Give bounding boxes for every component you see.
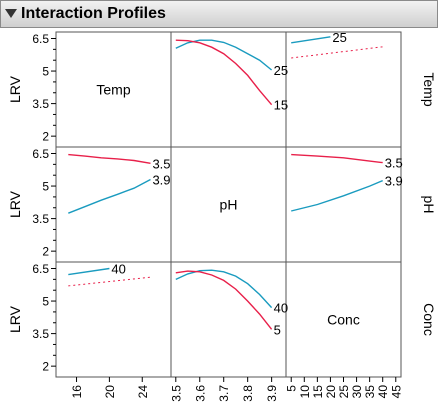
y-tick-label: 3.5	[32, 212, 49, 226]
row-factor-label: Temp	[421, 72, 437, 106]
x-tick-label: 24	[136, 385, 150, 399]
row-factor-label: Conc	[421, 303, 437, 336]
series-line	[68, 276, 151, 287]
series-line	[68, 153, 151, 164]
panel-frame	[55, 261, 172, 378]
x-tick-label: 25	[337, 385, 351, 399]
x-tick-label: 40	[376, 385, 390, 399]
y-axis-label: LRV	[7, 75, 23, 103]
x-tick-label: 10	[298, 385, 312, 399]
series-label: 3.9	[385, 174, 403, 189]
series-label: 3.5	[152, 156, 170, 171]
x-tick-label: 45	[389, 385, 403, 399]
x-tick-label: 16	[70, 385, 84, 399]
y-tick-label: 5	[42, 180, 49, 194]
series-line	[291, 179, 383, 212]
x-tick-label: 3.9	[265, 385, 279, 402]
x-tick-label: 15	[311, 385, 325, 399]
panel-frame	[170, 31, 287, 148]
panel-frame	[170, 261, 287, 378]
series-label: 40	[274, 301, 288, 316]
diagonal-factor-label: Conc	[327, 312, 360, 328]
collapse-triangle-icon[interactable]	[5, 9, 17, 18]
panel-frame	[285, 31, 402, 148]
y-tick-label: 3.5	[32, 327, 49, 341]
diagonal-factor-label: Temp	[96, 82, 130, 98]
series-line	[68, 178, 151, 214]
y-axis-label: LRV	[7, 190, 23, 218]
x-tick-label: 3.6	[193, 385, 207, 402]
series-line	[175, 39, 273, 71]
row-factor-label: pH	[421, 196, 437, 214]
series-line	[291, 46, 383, 59]
y-tick-label: 2	[42, 360, 49, 374]
series-label: 15	[274, 98, 288, 113]
series-label: 25	[274, 63, 288, 78]
x-tick-label: 5	[285, 385, 299, 392]
series-label: 3.5	[385, 156, 403, 171]
chart-title: Interaction Profiles	[21, 5, 166, 22]
y-tick-label: 6.5	[32, 147, 49, 161]
y-tick-label: 6.5	[32, 262, 49, 276]
x-tick-label: 30	[350, 385, 364, 399]
series-label: 3.9	[152, 173, 170, 188]
diagonal-factor-label: pH	[220, 197, 238, 213]
x-tick-label: 3.7	[217, 385, 231, 402]
series-line	[291, 153, 383, 164]
series-line	[68, 267, 110, 276]
x-tick-label: 20	[103, 385, 117, 399]
series-label: 25	[332, 30, 346, 45]
x-tick-label: 20	[324, 385, 338, 399]
y-tick-label: 6.5	[32, 32, 49, 46]
y-tick-label: 3.5	[32, 97, 49, 111]
y-tick-label: 2	[42, 130, 49, 144]
y-axis-label: LRV	[7, 305, 23, 333]
y-tick-label: 2	[42, 245, 49, 259]
series-line	[175, 270, 273, 330]
series-line	[175, 269, 273, 309]
series-line	[291, 36, 331, 44]
series-label: 5	[274, 322, 281, 337]
x-tick-label: 35	[363, 385, 377, 399]
title-bar[interactable]: Interaction Profiles	[0, 0, 438, 28]
x-tick-label: 3.5	[169, 385, 183, 402]
series-line	[175, 39, 273, 106]
x-tick-label: 3.8	[241, 385, 255, 402]
y-tick-label: 5	[42, 295, 49, 309]
y-tick-label: 5	[42, 65, 49, 79]
series-label: 40	[111, 262, 125, 277]
